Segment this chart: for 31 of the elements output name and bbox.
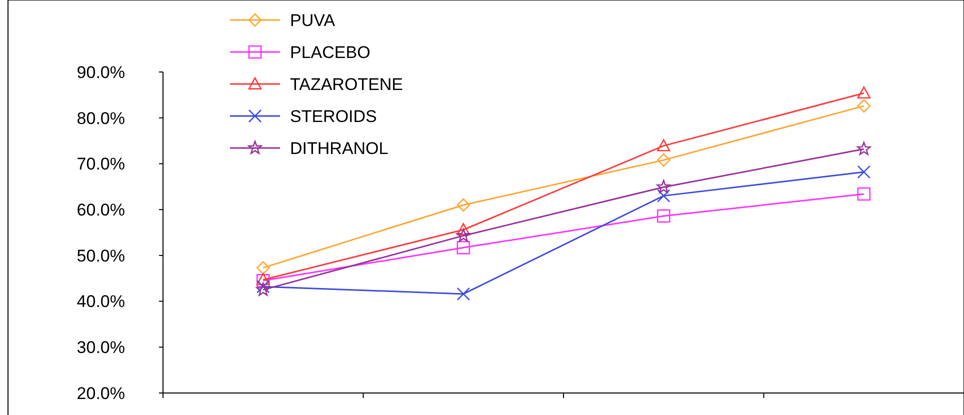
point — [456, 228, 470, 242]
legend-label: TAZAROTENE — [290, 74, 404, 94]
point — [656, 189, 670, 202]
y-tick-label: 20.0% — [76, 384, 125, 403]
point — [256, 282, 270, 296]
y-tick-label: 70.0% — [76, 154, 125, 174]
point — [456, 223, 470, 236]
legend-label: PUVA — [290, 10, 336, 30]
y-tick-label: 80.0% — [76, 108, 125, 128]
point — [456, 287, 470, 301]
legend-label: DITHRANOL — [290, 138, 388, 158]
y-tick-label: 90.0% — [76, 62, 125, 82]
point — [857, 86, 871, 99]
y-tick-label: 50.0% — [76, 246, 125, 266]
point — [456, 198, 470, 212]
point — [456, 240, 470, 254]
legend-label: PLACEBO — [290, 42, 370, 62]
point — [857, 165, 871, 179]
legend-label: STEROIDS — [290, 106, 377, 126]
point — [857, 99, 871, 113]
point — [256, 261, 270, 274]
point — [857, 187, 871, 201]
y-tick-label: 30.0% — [76, 338, 125, 358]
point — [656, 209, 670, 223]
point — [656, 153, 670, 167]
y-tick-label: 40.0% — [76, 292, 125, 312]
y-tick-label: 60.0% — [76, 200, 125, 220]
point — [856, 142, 871, 156]
point — [256, 280, 270, 294]
point — [656, 180, 671, 194]
point — [656, 139, 670, 152]
